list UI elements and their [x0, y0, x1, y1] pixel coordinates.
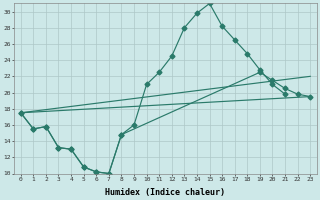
X-axis label: Humidex (Indice chaleur): Humidex (Indice chaleur)	[106, 188, 226, 197]
